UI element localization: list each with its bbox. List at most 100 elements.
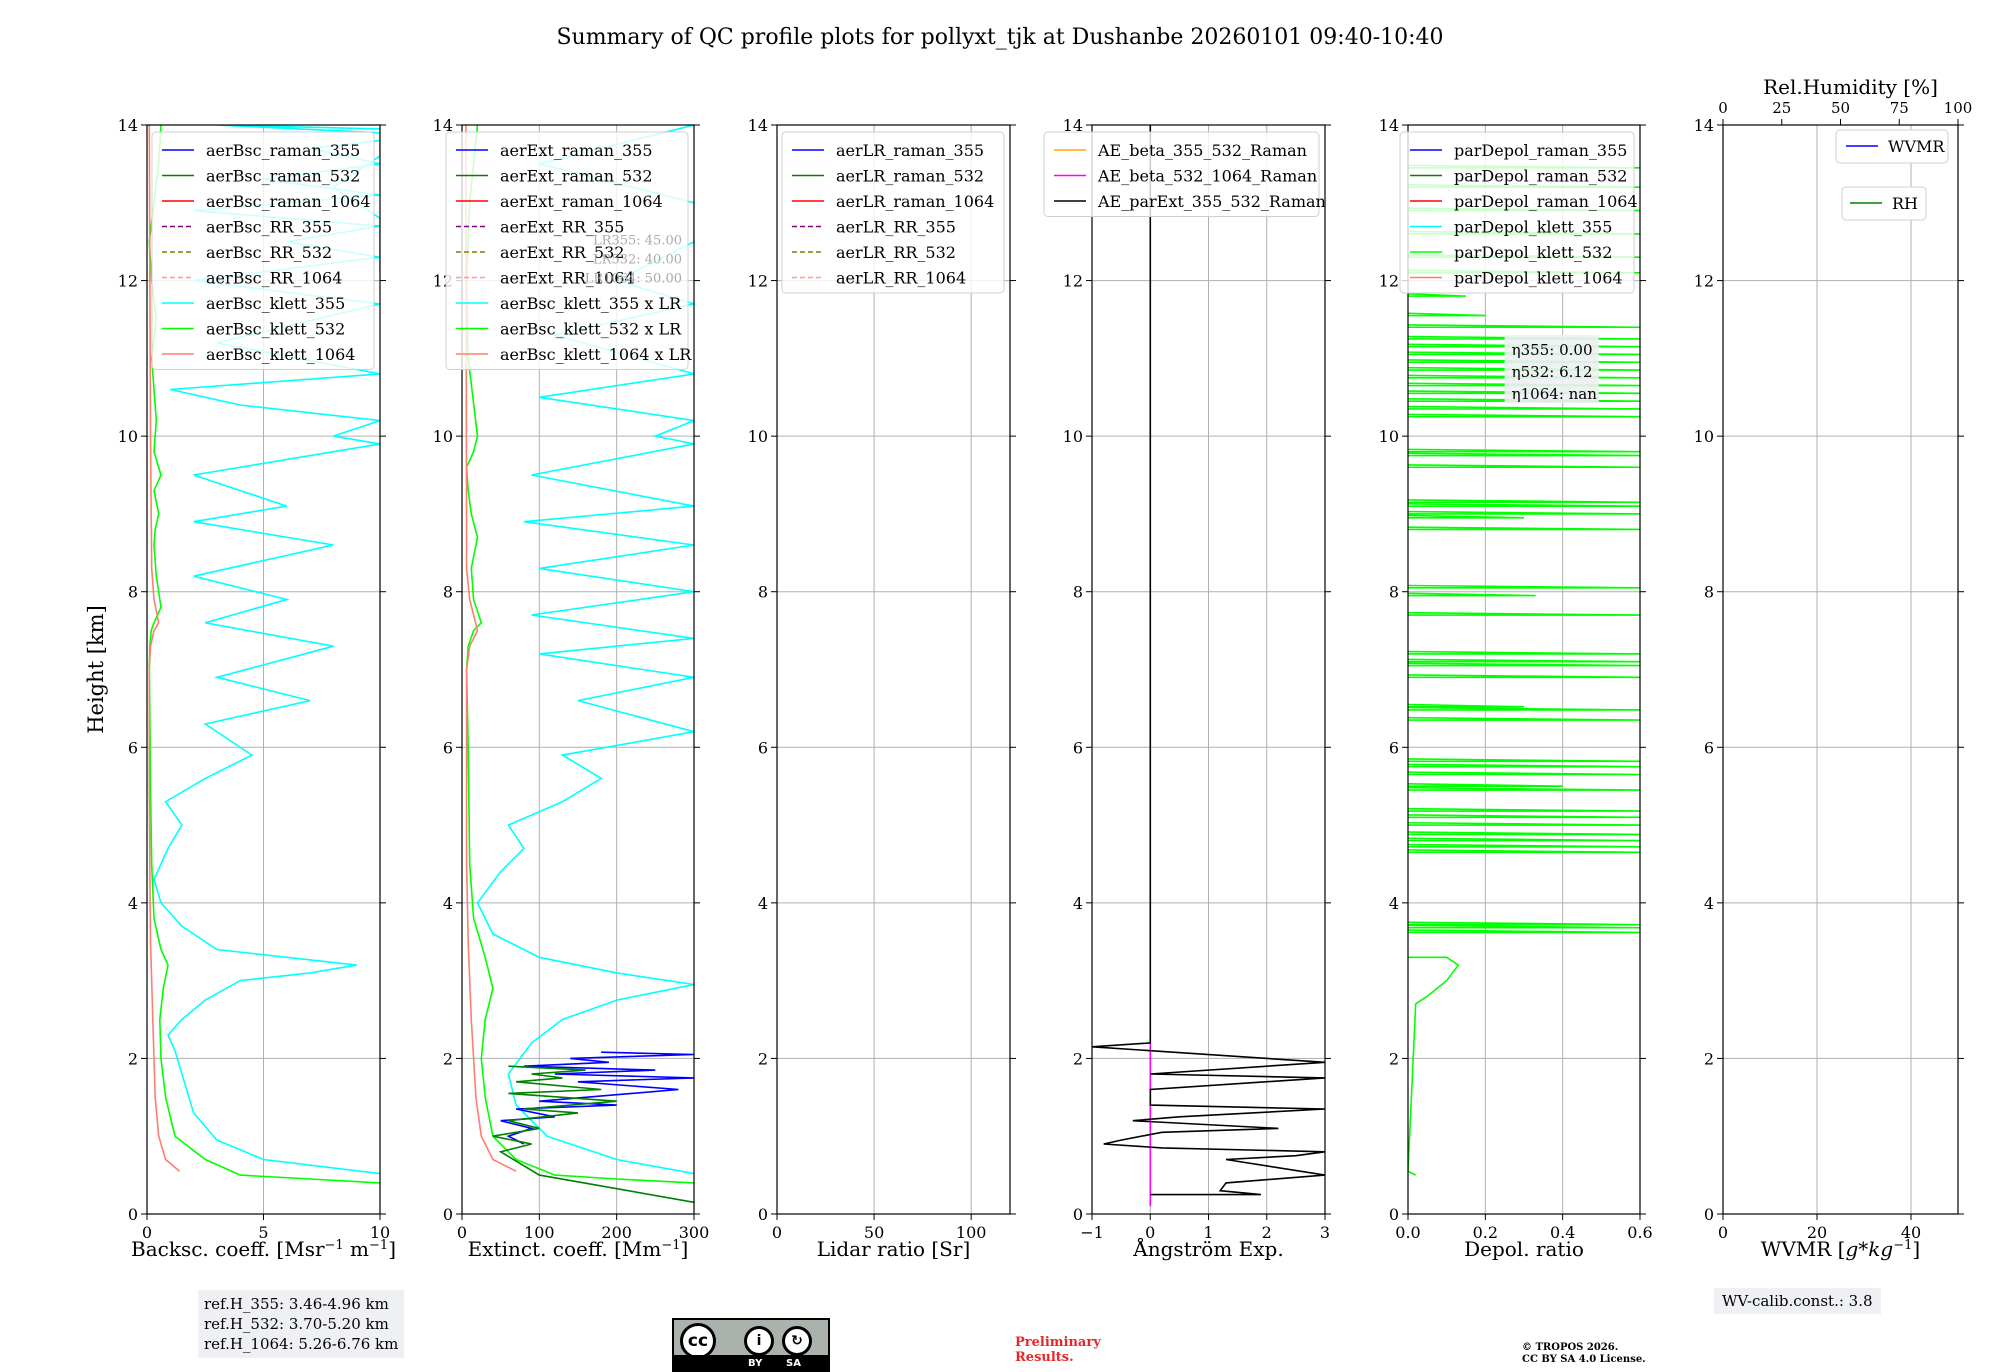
y-tick-label: 8 <box>1704 583 1714 602</box>
eta-label: η532: 6.12 <box>1512 363 1593 381</box>
legend: AE_beta_355_532_Raman AE_beta_532_1064_Ra… <box>1043 131 1326 217</box>
legend: aerExt_raman_355 aerExt_raman_532 aerExt_r… <box>445 131 692 370</box>
panel-5: 0.0 0.2 0.4 0.6 0 2 4 6 8 10 12 14 Depol. ratio parDe… <box>1379 116 1653 1261</box>
y-tick-label: 14 <box>1063 116 1083 135</box>
legend-label: aerExt_RR_1064 <box>500 269 635 288</box>
y-tick-label: 2 <box>1704 1049 1714 1068</box>
legend-box <box>1043 131 1320 217</box>
series-group <box>1092 125 1325 1207</box>
y-tick-label: 0 <box>1073 1205 1083 1224</box>
legend-label: aerExt_raman_355 <box>500 141 653 160</box>
y-tick-label: 2 <box>1073 1049 1083 1068</box>
x-axis-label: WVMR [g*kg−1] <box>1761 1237 1920 1261</box>
series-aerext-raman-355 <box>500 1051 694 1145</box>
x-axis-label: Extinct. coeff. [Mm−1] <box>468 1237 689 1261</box>
y-tick-label: 10 <box>748 427 768 446</box>
x-tick-label: 0.4 <box>1550 1223 1575 1242</box>
share-alike-icon: ↻ <box>782 1326 812 1356</box>
y-tick-label: 8 <box>758 583 768 602</box>
series-group <box>1408 164 1640 1176</box>
y-tick-label: 6 <box>1389 738 1399 757</box>
y-tick-label: 4 <box>1073 894 1083 913</box>
legend-label: parDepol_raman_1064 <box>1454 192 1638 211</box>
legend-box <box>1399 131 1635 294</box>
y-tick-label: 4 <box>1389 894 1399 913</box>
y-tick-label: 8 <box>1389 583 1399 602</box>
y-tick-label: 10 <box>1063 427 1083 446</box>
legend-label: parDepol_klett_532 <box>1454 243 1612 262</box>
x-tick-label: 100 <box>956 1223 987 1242</box>
legend-label: aerLR_RR_532 <box>836 243 956 262</box>
cc-icon: cc <box>680 1323 716 1359</box>
x-tick-label: 10 <box>370 1223 390 1242</box>
legend-label: parDepol_klett_355 <box>1454 218 1612 237</box>
wv-calib-box: WV-calib.const.: 3.8 <box>1714 1288 1881 1314</box>
legend-label: aerExt_RR_355 <box>500 218 624 237</box>
x-tick-label: 300 <box>679 1223 710 1242</box>
legend-label: AE_beta_532_1064_Raman <box>1097 167 1317 186</box>
x-tick-label: −1 <box>1080 1223 1104 1242</box>
axes-frame <box>1407 124 1641 1215</box>
x-axis-label: Backsc. coeff. [Msr−1 m−1] <box>131 1237 396 1261</box>
x-tick-label: 5 <box>258 1223 268 1242</box>
x-tick-label: 40 <box>1901 1223 1921 1242</box>
y-tick-label: 8 <box>443 583 453 602</box>
panel-1: 0 5 10 0 2 4 6 8 10 12 14 Backsc. coeff. [Msr−1 m−1… <box>84 116 396 1261</box>
cc-license-badge: cc i ↻ BY SA <box>672 1318 830 1372</box>
legend-label: parDepol_klett_1064 <box>1454 269 1623 288</box>
legend-label: aerBsc_raman_1064 <box>206 192 371 211</box>
preliminary-line-1: Preliminary <box>1015 1335 1101 1350</box>
x-tick-label: 50 <box>864 1223 884 1242</box>
panel-6: 0 20 40 0 2 4 6 8 10 12 14 WVMR [g*kg−1] 0 25 50 75 100 R… <box>1694 75 1973 1261</box>
legend-label: aerBsc_raman_355 <box>206 141 360 160</box>
legend-label: AE_parExt_355_532_Raman <box>1097 192 1326 211</box>
y-tick-label: 12 <box>1379 272 1399 291</box>
eta-label: η355: 0.00 <box>1512 341 1593 359</box>
y-tick-label: 0 <box>758 1205 768 1224</box>
legend-label: aerLR_raman_355 <box>836 141 984 160</box>
legend-box <box>151 131 375 370</box>
lr-label: LR355: 45.00 <box>593 233 682 248</box>
x-tick-label: 0 <box>142 1223 152 1242</box>
x2-tick-label: 100 <box>1944 99 1973 117</box>
y-tick-label: 6 <box>1704 738 1714 757</box>
legend-label: aerBsc_RR_1064 <box>206 269 342 288</box>
x-tick-label: 1 <box>1203 1223 1213 1242</box>
x-tick-label: 0 <box>457 1223 467 1242</box>
y-tick-label: 8 <box>128 583 138 602</box>
y-tick-label: 2 <box>128 1049 138 1068</box>
x-tick-label: 0 <box>1145 1223 1155 1242</box>
y-tick-label: 6 <box>443 738 453 757</box>
x-axis-label: Lidar ratio [Sr] <box>817 1237 971 1261</box>
legend-label: aerLR_RR_355 <box>836 218 956 237</box>
y-tick-label: 4 <box>758 894 768 913</box>
legend-label: aerBsc_klett_532 <box>206 320 345 339</box>
y-tick-label: 14 <box>748 116 768 135</box>
legend-box-rh <box>1841 186 1927 221</box>
x-axis-label: Ångström Exp. <box>1132 1236 1283 1261</box>
lr-label: LR1064: 50.00 <box>585 271 682 286</box>
y-tick-label: 14 <box>1379 116 1399 135</box>
wv-calib-text: WV-calib.const.: 3.8 <box>1722 1292 1873 1310</box>
legend-label: aerBsc_klett_355 x LR <box>500 294 682 313</box>
x-tick-label: 3 <box>1320 1223 1330 1242</box>
legend-box-wvmr <box>1835 129 1949 164</box>
legend-label: RH <box>1892 194 1918 213</box>
ref-height-1064: ref.H_1064: 5.26-6.76 km <box>204 1335 399 1353</box>
eta-box <box>1504 335 1599 404</box>
series-aerbsc-klett-532-x-lr <box>465 125 694 1184</box>
ref-height-355: ref.H_355: 3.46-4.96 km <box>204 1295 389 1313</box>
x-tick-label: 0.6 <box>1627 1223 1652 1242</box>
eta-label: η1064: nan <box>1512 385 1598 403</box>
y-tick-label: 10 <box>433 427 453 446</box>
x-tick-label: 20 <box>1807 1223 1827 1242</box>
y-tick-label: 14 <box>118 116 138 135</box>
legend: aerBsc_raman_355 aerBsc_raman_532 aerBsc_r… <box>151 131 375 370</box>
legend-label: aerExt_raman_1064 <box>500 192 663 211</box>
series-group <box>465 125 694 1204</box>
legend-box <box>445 131 689 370</box>
x-tick-label: 100 <box>524 1223 555 1242</box>
